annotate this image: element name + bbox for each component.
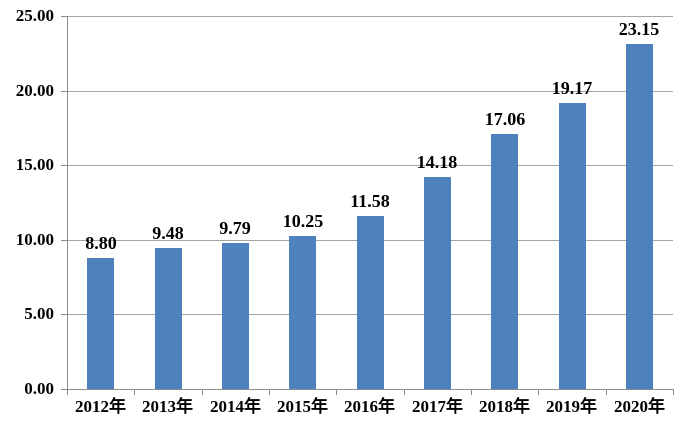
- x-axis-tick: [202, 389, 203, 395]
- bar: [289, 236, 316, 389]
- bar: [357, 216, 384, 389]
- bar-value-label: 8.80: [85, 233, 117, 253]
- y-axis-tick: [61, 91, 67, 92]
- bar: [424, 177, 451, 389]
- bar-value-label: 10.25: [282, 211, 324, 231]
- y-axis-tick-label: 10.00: [15, 230, 54, 249]
- x-axis-tick: [134, 389, 135, 395]
- x-axis-tick: [538, 389, 539, 395]
- y-axis-tick: [61, 165, 67, 166]
- x-axis-tick: [471, 389, 472, 395]
- x-axis-category-label: 2019年: [546, 397, 597, 416]
- y-axis-tick-label: 25.00: [15, 6, 54, 25]
- x-axis-line: [67, 389, 673, 390]
- x-axis-tick: [336, 389, 337, 395]
- y-axis-tick-label: 0.00: [24, 379, 54, 398]
- x-axis-tick: [67, 389, 68, 395]
- y-axis-tick-label: 20.00: [15, 81, 54, 100]
- bar: [87, 258, 114, 389]
- bar-value-label: 14.18: [416, 152, 458, 172]
- x-axis-tick: [269, 389, 270, 395]
- x-axis-category-label: 2013年: [142, 397, 193, 416]
- gridline: [67, 91, 673, 92]
- x-axis-tick: [673, 389, 674, 395]
- bar: [559, 103, 586, 389]
- x-axis-tick: [404, 389, 405, 395]
- bar-value-label: 11.58: [350, 191, 390, 211]
- y-axis-tick: [61, 16, 67, 17]
- bar: [491, 134, 518, 389]
- y-axis-tick: [61, 240, 67, 241]
- x-axis-category-label: 2020年: [614, 397, 665, 416]
- y-axis-line: [67, 16, 68, 389]
- x-axis-category-label: 2016年: [344, 397, 395, 416]
- x-axis-tick: [606, 389, 607, 395]
- x-axis-category-label: 2012年: [75, 397, 126, 416]
- y-axis-tick-label: 5.00: [24, 304, 54, 323]
- x-axis-category-label: 2018年: [479, 397, 530, 416]
- bar: [626, 44, 653, 389]
- x-axis-category-label: 2017年: [412, 397, 463, 416]
- bar: [155, 248, 182, 389]
- y-axis-tick: [61, 314, 67, 315]
- bar-value-label: 23.15: [618, 19, 660, 39]
- y-axis-tick-label: 15.00: [15, 155, 54, 174]
- x-axis-category-label: 2015年: [277, 397, 328, 416]
- x-axis-category-label: 2014年: [210, 397, 261, 416]
- y-axis-tick: [61, 389, 67, 390]
- bar-value-label: 9.48: [152, 223, 184, 243]
- gridline: [67, 16, 673, 17]
- bar: [222, 243, 249, 389]
- bar-value-label: 19.17: [551, 78, 593, 98]
- bar-value-label: 9.79: [219, 218, 251, 238]
- gridline: [67, 165, 673, 166]
- bar-value-label: 17.06: [484, 109, 526, 129]
